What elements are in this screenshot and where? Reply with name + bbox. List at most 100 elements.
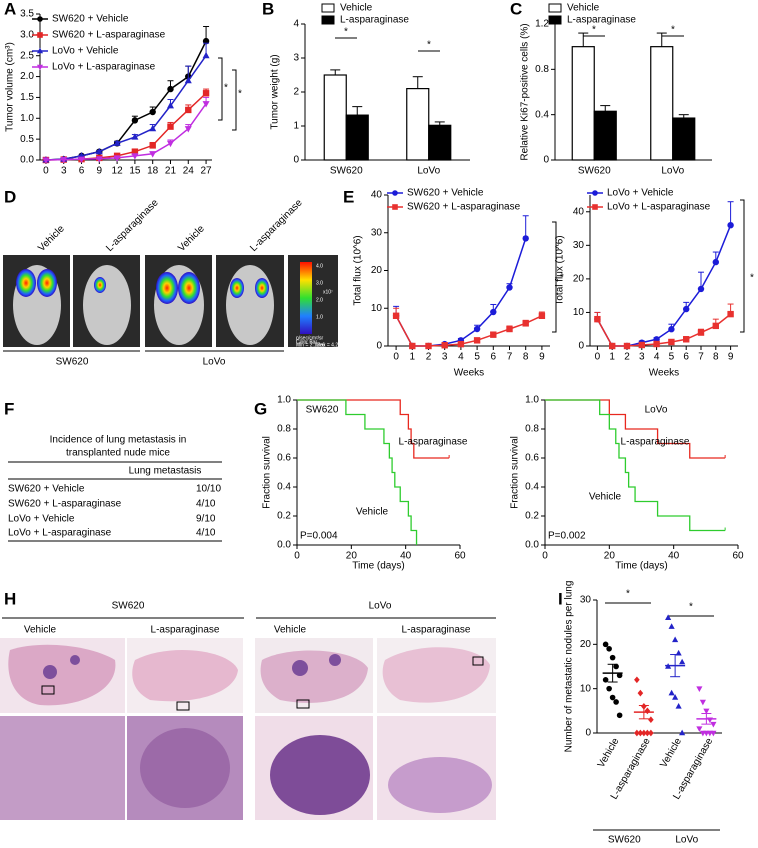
marker <box>149 108 156 116</box>
y-tick-label: 0.6 <box>525 453 539 464</box>
x-tick-label: 0 <box>595 352 601 363</box>
nodule <box>70 655 80 665</box>
marker <box>668 689 675 696</box>
x-axis-label: Weeks <box>454 368 484 379</box>
marker <box>697 285 705 293</box>
colorbar-multiplier: x10⁷ <box>323 289 333 295</box>
marker <box>665 614 672 620</box>
y-tick-label: 0 <box>585 728 591 739</box>
annotation: * <box>626 589 630 600</box>
legend-label: Vehicle <box>340 3 373 14</box>
x-tick-label: 9 <box>97 166 103 177</box>
x-tick-label: 3 <box>442 352 448 363</box>
annotation: * <box>238 89 242 100</box>
marker <box>522 320 529 327</box>
marker <box>409 342 416 350</box>
x-tick-label: LoVo <box>417 166 440 177</box>
x-tick-label: 3 <box>61 166 67 177</box>
zoom-box <box>472 656 484 666</box>
x-tick-label: 4 <box>654 352 660 363</box>
marker <box>36 47 44 54</box>
x-tick-label: 6 <box>683 352 689 363</box>
colorbar-caption: Max = 4.20e7 <box>316 342 347 348</box>
bar <box>650 46 674 161</box>
marker <box>602 677 609 683</box>
imaging-panel: Vehicle L-asparaginase Vehicle L-asparag… <box>3 197 347 368</box>
y-tick-label: 20 <box>580 639 592 650</box>
column-label: Vehicle <box>176 223 207 254</box>
y-tick-label: 0.0 <box>277 540 291 551</box>
marker <box>594 315 601 323</box>
marker <box>644 729 651 737</box>
marker <box>634 676 640 684</box>
marker <box>166 140 175 148</box>
marker <box>637 689 644 697</box>
marker <box>392 312 400 319</box>
legend-label: L-asparaginase <box>340 15 409 26</box>
column-label: Vehicle <box>24 625 57 636</box>
colorbar-tick: 4.0 <box>316 263 323 269</box>
marker <box>202 51 210 59</box>
marker <box>506 284 513 291</box>
signal <box>178 272 200 304</box>
group-label: SW620 <box>56 357 89 368</box>
annotation: * <box>750 273 754 284</box>
marker <box>696 686 703 693</box>
histology-panel: SW620 LoVo Vehicle L-asparaginase Vehicl… <box>0 601 496 820</box>
legend-label: LoVo + L-asparaginase <box>607 202 711 213</box>
nodule <box>292 660 308 676</box>
marker <box>616 672 623 679</box>
y-tick-label: 1.0 <box>525 395 539 406</box>
marker <box>473 337 481 344</box>
bar <box>345 114 369 161</box>
legend-swatch <box>548 3 562 13</box>
nodule <box>140 728 230 808</box>
column-label: Vehicle <box>274 625 307 636</box>
group-label: LoVo <box>675 835 698 846</box>
marker <box>613 663 619 670</box>
table-cell: SW620 + Vehicle <box>8 484 85 495</box>
zoom-box <box>296 699 310 709</box>
panel-label: A <box>4 0 16 18</box>
y-tick-label: 3.5 <box>20 9 34 20</box>
column-label: L-asparaginase <box>151 625 220 636</box>
annotation: * <box>671 25 675 36</box>
marker <box>425 342 432 350</box>
tissue <box>132 649 238 702</box>
column-label: Vehicle <box>36 223 67 254</box>
marker <box>131 153 139 160</box>
x-tick-label: 0 <box>393 352 399 363</box>
marker <box>641 729 647 737</box>
marker <box>131 117 139 124</box>
marker <box>592 190 598 196</box>
y-tick-label: 40 <box>371 190 383 201</box>
y-tick-label: 0.4 <box>277 482 291 493</box>
table-title: Incidence of lung metastasis in <box>50 435 187 446</box>
survival-curve <box>297 399 418 545</box>
x-tick-label: 1 <box>609 352 615 363</box>
x-tick-label: 8 <box>713 352 719 363</box>
x-tick-label: 40 <box>668 551 680 562</box>
y-tick-label: 0.5 <box>20 134 34 145</box>
zoom-box <box>176 701 190 711</box>
marker <box>131 148 139 155</box>
marker <box>602 641 609 648</box>
marker <box>710 730 717 737</box>
series-line <box>45 103 207 161</box>
series-label: L-asparaginase <box>399 437 468 448</box>
y-tick-label: 1 <box>293 121 299 132</box>
marker <box>683 336 690 343</box>
marker <box>609 654 616 661</box>
marker <box>506 325 513 333</box>
y-tick-label: 1.2 <box>535 19 549 30</box>
x-tick-label: 24 <box>183 166 195 177</box>
y-tick-label: 0.6 <box>277 453 291 464</box>
marker <box>648 729 654 737</box>
series-line <box>45 55 207 161</box>
marker <box>473 325 481 333</box>
legend-label: SW620 + Vehicle <box>52 14 129 25</box>
bar <box>672 117 696 161</box>
column-label: L-asparaginase <box>248 197 305 254</box>
marker <box>606 685 612 692</box>
chart-title: SW620 <box>306 405 339 416</box>
